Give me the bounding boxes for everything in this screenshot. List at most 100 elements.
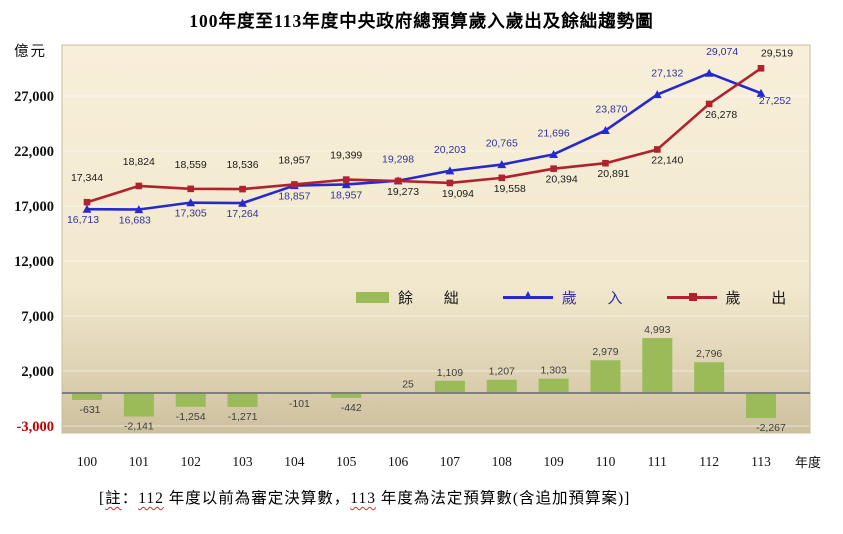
data-label: 20,394	[546, 174, 578, 186]
x-tick-label: 112	[699, 454, 719, 469]
note-segment: 112	[138, 490, 164, 507]
revenue-data-labels: 16,713 16,683 17,305 17,264 18,857 18,957 19,2…	[67, 46, 791, 226]
x-tick-label: 103	[232, 454, 253, 469]
data-label: 17,264	[226, 208, 258, 220]
x-tick-label: 107	[440, 454, 461, 469]
data-label: -101	[289, 398, 310, 410]
legend-label-expenditure: 歲 出	[725, 290, 787, 307]
data-label: 20,891	[597, 168, 629, 180]
data-label: 19,273	[387, 186, 419, 198]
expenditure-line-icon	[666, 292, 717, 301]
surplus-bar-labels: -631 -2,141 -1,254 -1,271 -101 -442 25 1,109 1,2…	[79, 324, 786, 434]
data-label: 20,765	[486, 138, 518, 150]
legend-label-surplus: 餘 絀	[398, 290, 459, 307]
surplus-swatch-icon	[356, 291, 389, 303]
y-tick-label: 12,000	[14, 254, 54, 270]
data-label: 16,713	[67, 214, 99, 226]
y-tick-label: 27,000	[14, 89, 54, 105]
chart-title: 100年度至113年度中央政府總預算歲入歲出及餘絀趨勢圖	[189, 11, 654, 31]
bar-108	[486, 379, 517, 393]
data-label: -1,254	[176, 411, 206, 423]
data-label: 18,957	[330, 189, 362, 201]
bar-112	[694, 362, 725, 393]
expenditure-line	[85, 66, 763, 204]
data-label: 18,536	[226, 159, 258, 171]
plot-background	[61, 44, 811, 434]
note-segment: 年度為法定預算數(含追加預算案)	[375, 490, 625, 507]
data-label: 17,344	[71, 172, 103, 184]
x-tick-label: 113	[751, 454, 771, 469]
data-label: 19,399	[330, 150, 362, 162]
x-tick-label: 110	[596, 454, 616, 469]
data-label: 25	[402, 379, 414, 391]
y-tick-label: 7,000	[21, 309, 54, 325]
y-tick-label: 17,000	[14, 199, 54, 215]
data-label: 1,303	[540, 365, 566, 377]
bar-102	[175, 393, 206, 407]
data-label: 19,558	[494, 183, 526, 195]
data-label: -2,267	[756, 422, 786, 434]
note-segment: 註	[105, 490, 122, 507]
x-tick-label: 101	[129, 454, 149, 469]
note-segment: [	[99, 490, 106, 507]
data-label: 18,957	[278, 154, 310, 166]
data-label: 1,109	[437, 367, 463, 379]
data-label: 18,559	[175, 159, 207, 171]
data-label: 16,683	[119, 214, 151, 226]
footnote: [註：112 年度以前為審定決算數，113 年度為法定預算數(含追加預算案)]	[99, 486, 630, 508]
data-label: -631	[79, 404, 100, 416]
x-axis-title: 年度	[795, 455, 821, 470]
bar-100	[72, 393, 102, 400]
expenditure-markers	[83, 64, 765, 206]
surplus-bars	[72, 338, 776, 418]
x-tick-label: 104	[284, 454, 305, 469]
x-tick-label: 102	[181, 454, 201, 469]
legend-item-revenue: 歲 入	[502, 287, 623, 308]
data-label: 21,696	[538, 127, 570, 139]
bar-105	[331, 393, 362, 398]
x-tick-label: 105	[336, 454, 357, 469]
note-segment: ]	[624, 490, 631, 507]
revenue-line-icon	[502, 290, 553, 299]
data-label: 2,796	[696, 348, 722, 360]
legend-item-surplus: 餘 絀	[356, 287, 459, 308]
bar-113	[745, 393, 776, 418]
bar-101	[123, 393, 154, 417]
note-segment: 113	[350, 490, 376, 507]
data-label: 19,298	[382, 154, 414, 166]
data-label: 2,979	[592, 346, 618, 358]
x-tick-label: 106	[388, 454, 409, 469]
data-label: 29,074	[706, 46, 738, 58]
bar-109	[538, 378, 569, 393]
data-label: -1,271	[228, 411, 258, 423]
legend: 餘 絀 歲 入 歲 出	[356, 286, 786, 308]
y-tick-label: 22,000	[14, 144, 54, 160]
data-label: 17,305	[175, 208, 207, 220]
data-label: 27,132	[651, 68, 683, 80]
data-label: 19,094	[442, 188, 474, 200]
y-tick-label: -3,000	[17, 419, 54, 435]
data-label: 18,857	[278, 191, 310, 203]
x-tick-label: 109	[543, 454, 564, 469]
data-label: 18,824	[123, 156, 155, 168]
data-label: 22,140	[651, 154, 683, 166]
y-axis-tick-labels: 27,000 22,000 17,000 12,000 7,000 2,000 -3,000	[14, 89, 54, 435]
legend-item-expenditure: 歲 出	[666, 287, 787, 308]
data-label: 29,519	[761, 47, 793, 59]
data-label: -442	[341, 402, 362, 414]
bar-111	[642, 338, 673, 393]
x-axis-tick-labels: 100 101 102 103 104 105 106 107 108 109 110 111 112 1…	[77, 454, 821, 470]
bar-107	[434, 380, 465, 393]
data-label: 23,870	[595, 103, 627, 115]
x-tick-label: 108	[492, 454, 513, 469]
note-segment: 年度以前為審定決算數，	[163, 490, 351, 507]
bar-103	[227, 393, 258, 407]
bar-110	[590, 360, 621, 393]
data-label: 1,207	[489, 366, 515, 378]
data-label: -2,141	[124, 421, 154, 433]
data-label: 4,993	[644, 324, 670, 336]
legend-label-revenue: 歲 入	[561, 290, 623, 307]
revenue-line	[85, 71, 763, 211]
